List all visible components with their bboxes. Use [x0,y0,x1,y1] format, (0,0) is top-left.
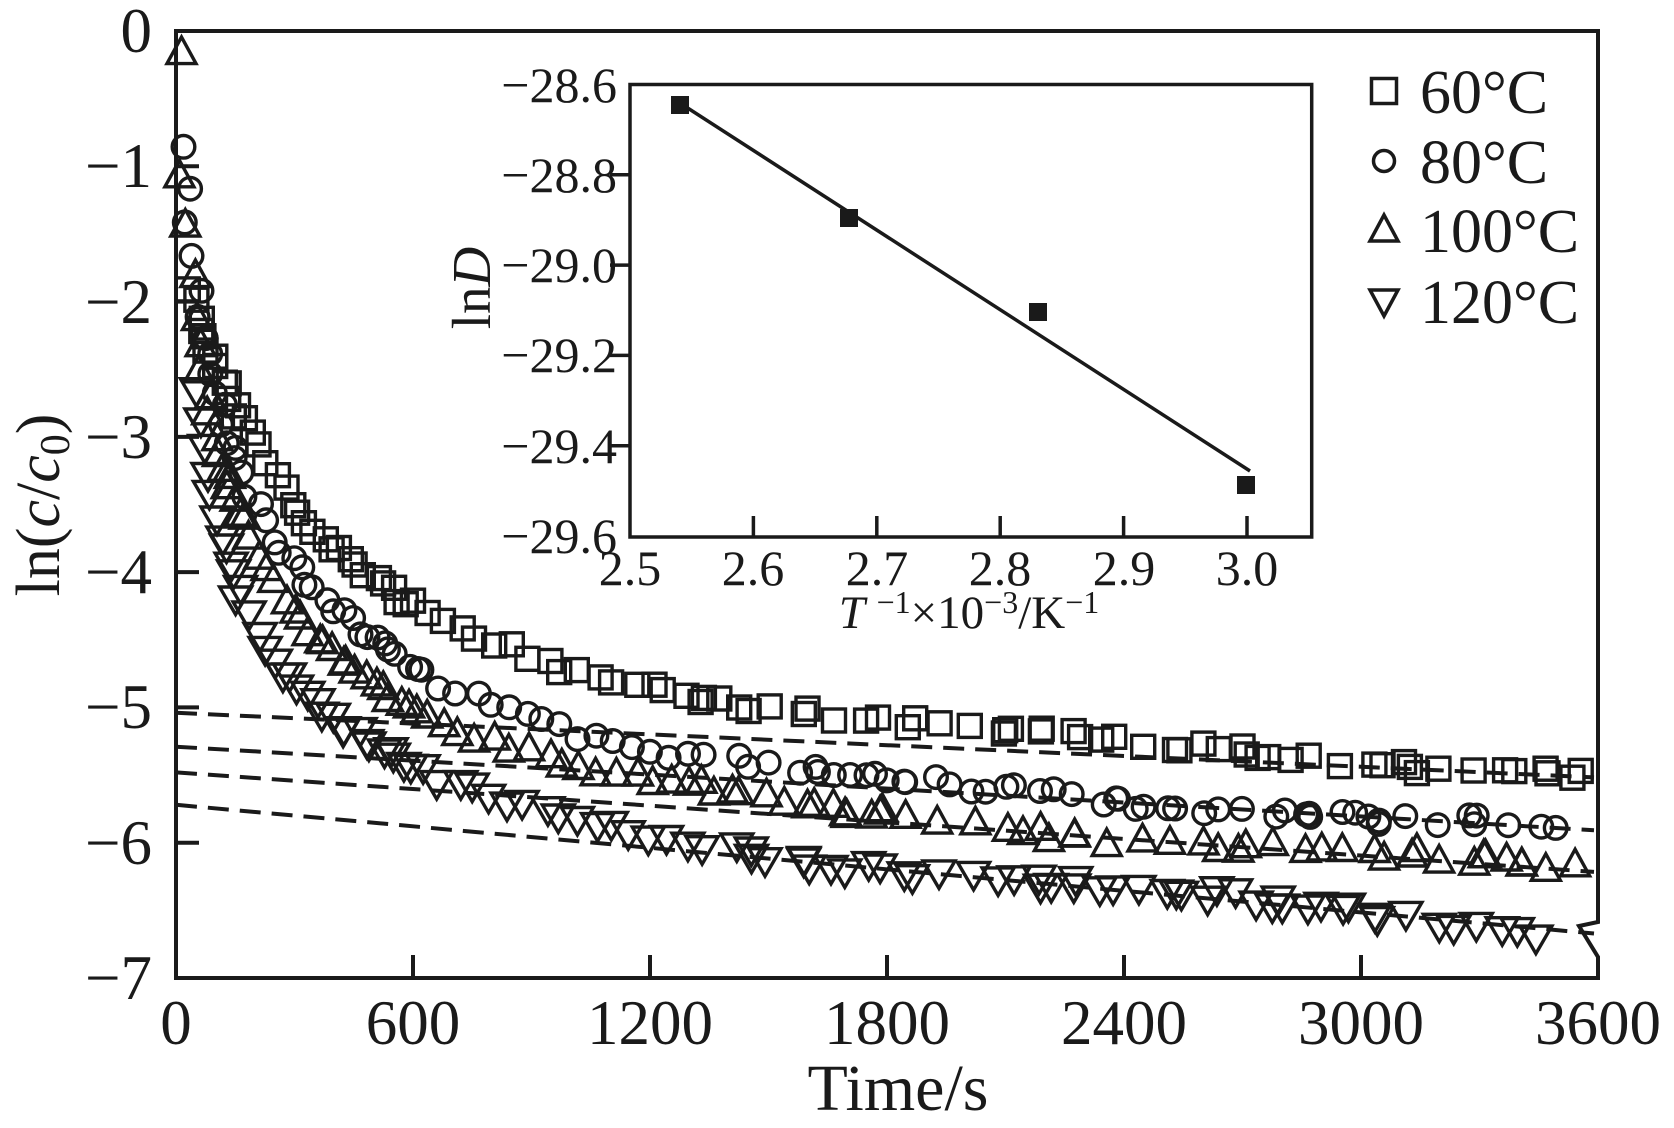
svg-text:−6: −6 [85,808,152,878]
svg-text:3600: 3600 [1535,988,1661,1058]
svg-text:2.8: 2.8 [969,540,1032,596]
svg-text:−3: −3 [85,402,152,472]
svg-text:Time/s: Time/s [808,1052,989,1123]
svg-text:−4: −4 [85,537,152,607]
svg-text:3000: 3000 [1298,988,1424,1058]
svg-text:−1: −1 [85,131,152,201]
svg-text:−7: −7 [85,943,152,1013]
svg-text:−28.6: −28.6 [501,57,617,113]
svg-text:2.6: 2.6 [722,540,785,596]
svg-text:−29.0: −29.0 [501,237,617,293]
svg-text:−28.8: −28.8 [501,147,617,203]
svg-text:600: 600 [366,988,461,1058]
svg-text:2400: 2400 [1061,988,1187,1058]
svg-text:2.5: 2.5 [599,540,662,596]
svg-text:−29.2: −29.2 [501,327,617,383]
svg-text:−2: −2 [85,267,152,337]
svg-text:−29.4: −29.4 [501,418,617,474]
svg-text:0: 0 [160,988,192,1058]
svg-text:60°C: 60°C [1420,59,1548,127]
svg-text:−5: −5 [85,672,152,742]
svg-text:100°C: 100°C [1420,198,1579,266]
svg-text:−29.6: −29.6 [501,508,617,564]
svg-text:1200: 1200 [587,988,713,1058]
svg-text:80°C: 80°C [1420,129,1548,197]
svg-text:lnD: lnD [441,247,502,330]
svg-text:3.0: 3.0 [1216,540,1279,596]
svg-text:T −1×10−3/K−1: T −1×10−3/K−1 [839,584,1100,639]
svg-text:120°C: 120°C [1420,269,1579,337]
svg-text:2.7: 2.7 [846,540,909,596]
svg-text:0: 0 [121,0,153,66]
svg-text:2.9: 2.9 [1093,540,1156,596]
svg-text:1800: 1800 [824,988,950,1058]
